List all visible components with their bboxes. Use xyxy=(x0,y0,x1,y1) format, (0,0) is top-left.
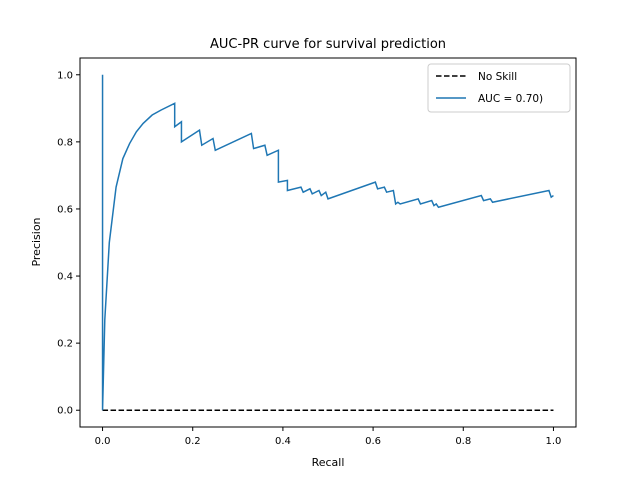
y-axis-label: Precision xyxy=(30,217,43,266)
y-tick-label: 0.6 xyxy=(57,204,73,215)
y-tick-label: 0.2 xyxy=(57,339,73,350)
y-tick-label: 1.0 xyxy=(57,70,73,81)
y-tick-label: 0.4 xyxy=(57,272,73,283)
plot-frame xyxy=(79,57,577,428)
x-axis: 0.0 0.2 0.4 0.6 0.8 1.0 xyxy=(95,427,562,447)
y-tick-label: 0.8 xyxy=(57,137,73,148)
legend-auc-label: AUC = 0.70) xyxy=(478,93,543,105)
legend: No Skill AUC = 0.70) xyxy=(427,63,571,113)
x-tick-label: 0.8 xyxy=(455,436,471,447)
y-axis: 0.0 0.2 0.4 0.6 0.8 1.0 xyxy=(57,70,80,417)
x-axis-label: Recall xyxy=(312,456,345,469)
x-tick-label: 1.0 xyxy=(546,436,562,447)
x-tick-label: 0.2 xyxy=(185,436,201,447)
legend-no-skill-label: No Skill xyxy=(478,71,517,83)
x-tick-label: 0.6 xyxy=(365,436,381,447)
plot-layer xyxy=(101,74,554,411)
pr-curve-line xyxy=(101,74,554,411)
x-tick-label: 0.4 xyxy=(275,436,291,447)
y-tick-label: 0.0 xyxy=(57,406,73,417)
x-tick-label: 0.0 xyxy=(95,436,111,447)
chart-title: AUC-PR curve for survival prediction xyxy=(210,37,446,52)
